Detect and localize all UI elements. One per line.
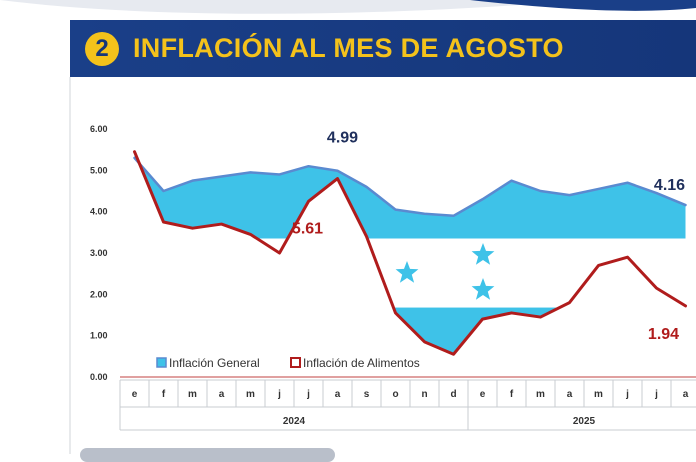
x-tick-label: a	[335, 389, 341, 400]
flag-band-top	[134, 151, 686, 239]
year-label: 2024	[283, 416, 306, 427]
x-tick-label: e	[132, 389, 138, 400]
x-tick-label: m	[536, 389, 545, 400]
legend-label-food: Inflación de Alimentos	[303, 356, 420, 370]
flag-fill-layer	[134, 151, 686, 355]
x-tick-label: a	[567, 389, 573, 400]
y-tick-label: 4.00	[90, 207, 108, 217]
x-tick-label: j	[654, 389, 658, 400]
x-tick-label: f	[510, 389, 514, 400]
series-line-general	[133, 156, 687, 218]
flag-star-icon	[395, 261, 419, 283]
next-section-tab	[80, 448, 335, 462]
legend: Inflación General Inflación de Alimentos	[156, 356, 420, 370]
header-swoosh	[0, 0, 696, 20]
y-tick-label: 2.00	[90, 289, 108, 299]
x-tick-label: m	[246, 389, 255, 400]
x-tick-label: a	[683, 389, 689, 400]
x-tick-label: m	[188, 389, 197, 400]
series-line-food	[133, 150, 687, 356]
series-lines	[133, 150, 687, 356]
x-tick-label: d	[450, 389, 456, 400]
x-tick-label: s	[364, 389, 370, 400]
y-axis-ticks: 0.00 1.00 2.00 3.00 4.00 5.00 6.00	[90, 124, 696, 382]
annotations: 4.99 5.61 4.16 1.94	[292, 130, 685, 343]
legend-swatch-food	[290, 357, 301, 368]
x-tick-label: m	[594, 389, 603, 400]
legend-label-general: Inflación General	[169, 356, 260, 370]
x-tick-label: j	[306, 389, 310, 400]
title-banner: 2 INFLACIÓN AL MES DE AGOSTO	[70, 20, 696, 77]
x-tick-label: a	[219, 389, 225, 400]
y-tick-label: 0.00	[90, 372, 108, 382]
x-tick-label: j	[277, 389, 281, 400]
y-tick-label: 1.00	[90, 331, 108, 341]
x-tick-label: e	[480, 389, 486, 400]
section-number-badge: 2	[85, 31, 119, 66]
flag-star-icon	[471, 278, 495, 300]
x-tick-label: f	[162, 389, 166, 400]
y-tick-label: 3.00	[90, 248, 108, 258]
x-tick-label: j	[625, 389, 629, 400]
flag-band-middle	[134, 238, 686, 308]
flag-star-icon	[471, 243, 495, 265]
x-axis-ticks: e f m a m j j a s o n d e f m a m j j a 2024 2025	[119, 379, 696, 431]
x-tick-label: n	[421, 389, 427, 400]
legend-swatch-general	[156, 357, 167, 368]
y-tick-label: 5.00	[90, 165, 108, 175]
y-tick-label: 6.00	[90, 124, 108, 134]
data-label: 4.16	[654, 177, 685, 194]
x-tick-label: o	[392, 389, 398, 400]
data-label: 1.94	[648, 326, 679, 343]
page-title: INFLACIÓN AL MES DE AGOSTO	[133, 33, 564, 63]
year-label: 2025	[573, 416, 596, 427]
data-label: 5.61	[292, 221, 323, 238]
data-label: 4.99	[327, 130, 358, 147]
